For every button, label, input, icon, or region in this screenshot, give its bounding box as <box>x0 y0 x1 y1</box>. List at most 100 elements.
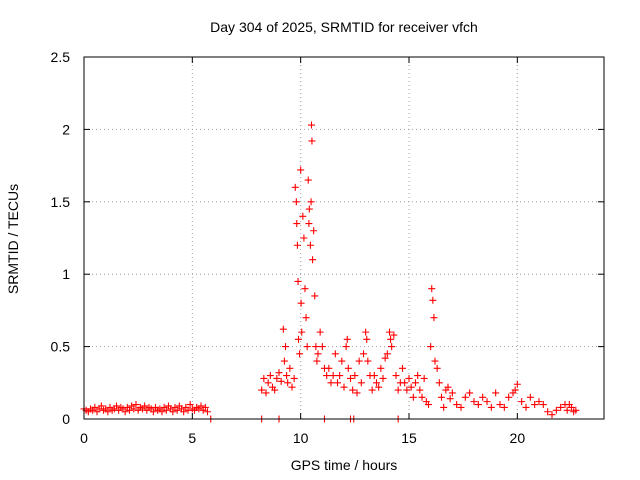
data-point <box>568 403 575 411</box>
data-point <box>403 386 411 394</box>
data-point <box>113 402 120 410</box>
data-point <box>394 386 402 394</box>
data-point <box>266 372 274 380</box>
data-point <box>466 389 474 397</box>
data-point <box>535 398 543 406</box>
data-point <box>149 408 157 416</box>
data-point <box>334 379 341 387</box>
data-point <box>381 354 389 362</box>
data-point <box>483 398 491 406</box>
data-point <box>283 372 291 380</box>
data-point <box>418 393 426 401</box>
data-point <box>377 364 385 372</box>
data-point <box>280 357 288 365</box>
data-point <box>363 335 371 343</box>
data-point <box>431 357 439 365</box>
data-point <box>264 379 272 387</box>
data-point <box>492 389 500 397</box>
data-point <box>302 314 310 322</box>
data-point <box>291 183 299 191</box>
data-point <box>329 372 337 380</box>
data-point <box>327 379 335 387</box>
data-point <box>336 372 344 380</box>
data-point <box>262 389 270 397</box>
y-tick-label: 0 <box>62 411 70 427</box>
data-point <box>271 386 279 394</box>
data-point <box>169 408 177 416</box>
data-point <box>518 398 526 406</box>
data-point <box>425 401 432 409</box>
data-point <box>428 285 436 293</box>
data-point <box>342 343 350 351</box>
data-point <box>430 314 438 322</box>
data-point <box>513 380 521 388</box>
data-point <box>312 343 320 351</box>
data-point <box>390 331 398 339</box>
data-point <box>305 205 313 213</box>
data-point <box>300 234 308 242</box>
data-point <box>531 401 539 409</box>
data-point <box>522 403 530 411</box>
data-point <box>386 328 393 336</box>
data-point <box>304 176 312 184</box>
data-point <box>91 403 99 411</box>
data-point <box>563 406 571 414</box>
data-point <box>293 220 301 228</box>
data-point <box>427 343 435 351</box>
y-tick-label: 2 <box>62 121 70 137</box>
data-point <box>500 403 508 411</box>
chart-title: Day 304 of 2025, SRMTID for receiver vfc… <box>210 19 478 35</box>
data-point <box>258 386 266 394</box>
data-point <box>388 343 396 351</box>
data-point <box>409 393 417 401</box>
data-point <box>383 350 391 358</box>
data-point <box>387 335 395 343</box>
x-tick-label: 15 <box>401 430 417 446</box>
data-point <box>282 343 289 351</box>
data-point <box>453 401 461 409</box>
data-point <box>184 406 192 414</box>
data-point <box>340 383 348 391</box>
data-point <box>433 364 441 372</box>
data-point <box>457 403 465 411</box>
y-axis-label: SRMTID / TECUs <box>5 184 21 294</box>
data-point <box>293 241 301 249</box>
data-point <box>429 296 437 304</box>
data-point <box>305 220 313 228</box>
data-point <box>323 372 331 380</box>
y-tick-label: 0.5 <box>51 339 71 355</box>
data-point <box>343 335 351 343</box>
data-point <box>306 241 314 249</box>
data-point <box>303 343 311 351</box>
data-point <box>204 408 211 416</box>
data-point <box>496 401 504 409</box>
data-point <box>97 402 105 410</box>
data-point <box>487 403 495 411</box>
data-point <box>314 350 322 358</box>
data-point <box>344 364 352 372</box>
data-point <box>132 401 140 409</box>
data-point <box>461 393 469 401</box>
data-point <box>544 408 552 416</box>
data-point <box>405 374 413 382</box>
data-point <box>308 121 315 129</box>
data-point <box>362 328 370 336</box>
data-point <box>296 350 304 358</box>
data-point <box>201 403 209 411</box>
data-point <box>370 372 378 380</box>
data-point <box>353 389 361 397</box>
data-point <box>197 402 205 410</box>
data-point <box>511 386 519 394</box>
data-point <box>299 212 307 220</box>
data-point <box>297 166 305 174</box>
data-point <box>444 383 452 391</box>
data-point <box>260 374 268 382</box>
data-point <box>316 328 324 336</box>
x-axis-label: GPS time / hours <box>291 457 398 473</box>
data-point <box>368 386 376 394</box>
data-point <box>311 292 319 300</box>
plot-frame <box>83 56 605 420</box>
data-point <box>357 379 365 387</box>
data-point <box>414 372 422 380</box>
